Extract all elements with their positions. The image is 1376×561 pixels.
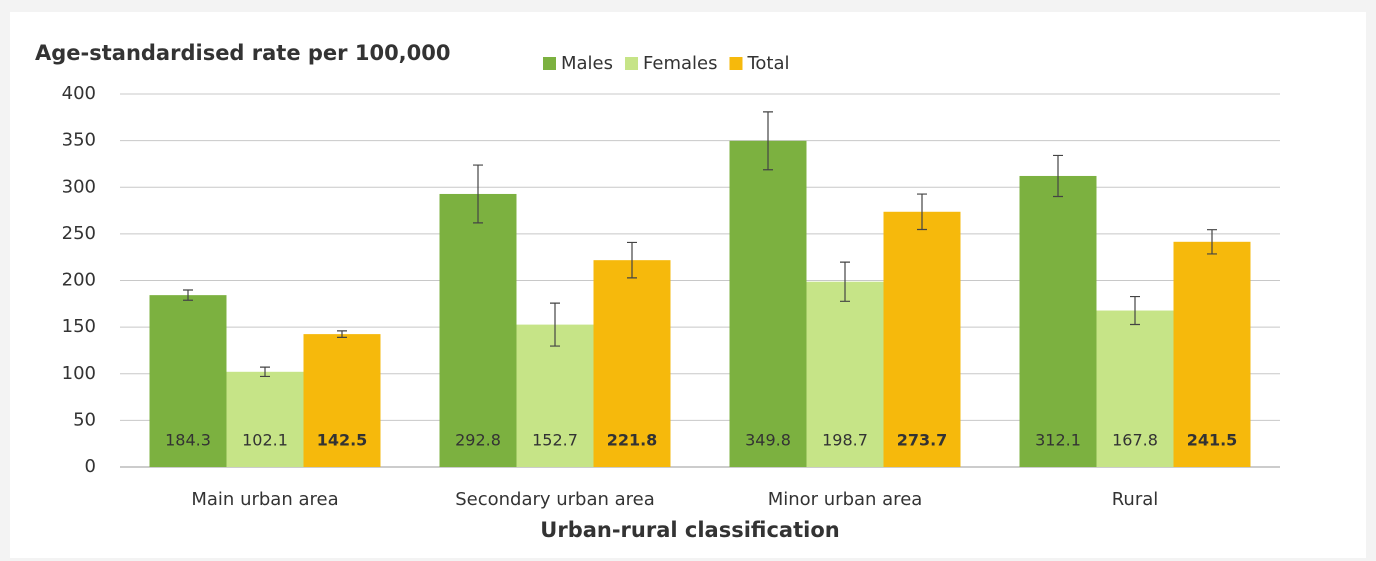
bar: [1019, 175, 1097, 468]
error-bar: [1053, 154, 1063, 198]
x-tick-label: Secondary urban area: [455, 489, 655, 510]
value-label: 142.5: [317, 431, 368, 450]
bar: [883, 211, 961, 467]
error-bar: [1130, 295, 1140, 326]
y-tick-label: 350: [62, 130, 96, 151]
error-bar: [183, 289, 193, 301]
value-label: 102.1: [242, 431, 288, 450]
error-bar: [473, 164, 483, 224]
legend-swatch: [625, 57, 639, 70]
value-label: 221.8: [607, 431, 658, 450]
y-tick-label: 250: [62, 223, 96, 244]
legend-swatch: [543, 57, 556, 70]
value-label: 167.8: [1112, 431, 1158, 450]
error-bar: [337, 330, 347, 338]
bar: [149, 295, 227, 467]
value-label: 349.8: [745, 431, 791, 450]
bar: [303, 334, 381, 467]
bar: [1173, 241, 1251, 467]
legend-swatch: [729, 57, 743, 70]
error-bar: [840, 261, 850, 302]
legend-label: Males: [561, 53, 613, 74]
value-label: 152.7: [532, 431, 578, 450]
y-tick-label: 0: [85, 456, 96, 477]
bar: [806, 281, 884, 467]
value-label: 241.5: [1187, 431, 1238, 450]
error-bar: [550, 302, 560, 347]
bar: [226, 371, 304, 467]
bar: [593, 260, 671, 467]
legend-label: Females: [643, 53, 717, 74]
bar: [516, 324, 594, 467]
value-label: 184.3: [165, 431, 211, 450]
y-tick-label: 50: [73, 409, 96, 430]
x-tick-label: Rural: [1112, 489, 1159, 510]
chart-title: Age-standardised rate per 100,000: [35, 41, 451, 65]
y-tick-label: 200: [62, 270, 96, 291]
legend-label: Total: [746, 53, 789, 74]
error-bar: [1207, 229, 1217, 255]
value-label: 292.8: [455, 431, 501, 450]
error-bar: [917, 193, 927, 231]
bar: [439, 193, 517, 468]
bar: [1096, 310, 1174, 467]
value-label: 312.1: [1035, 431, 1081, 450]
y-tick-label: 300: [62, 176, 96, 197]
value-label: 273.7: [897, 431, 948, 450]
y-tick-label: 150: [62, 316, 96, 337]
y-tick-label: 100: [62, 363, 96, 384]
error-bar: [763, 111, 773, 171]
y-tick-label: 400: [62, 83, 96, 104]
error-bar: [260, 366, 270, 378]
x-tick-label: Main urban area: [191, 489, 338, 510]
value-label: 198.7: [822, 431, 868, 450]
bar: [729, 140, 807, 467]
x-axis-title: Urban-rural classification: [540, 518, 839, 542]
error-bar: [627, 241, 637, 279]
x-tick-label: Minor urban area: [768, 489, 923, 510]
